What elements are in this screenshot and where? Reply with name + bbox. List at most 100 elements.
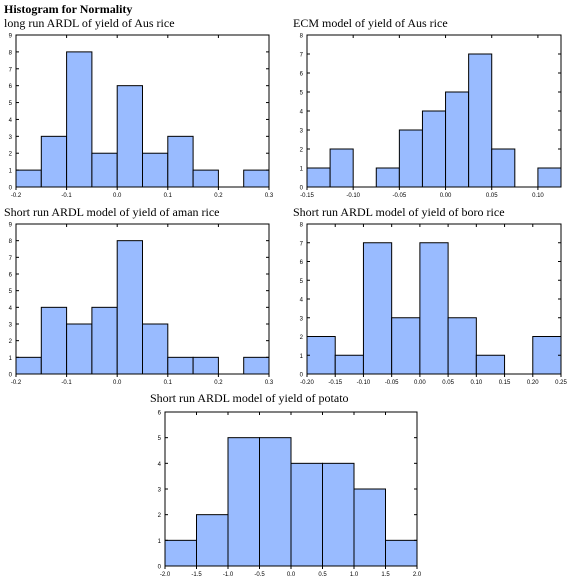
- x-tick-label: 0.2: [214, 380, 223, 386]
- histogram-bar: [116, 240, 143, 375]
- x-tick-label: 0.05: [442, 380, 454, 386]
- x-tick-label: -2.0: [160, 572, 171, 578]
- x-tick-label: -0.10: [346, 193, 360, 199]
- y-tick-label: 0: [300, 373, 304, 379]
- y-tick-label: 0: [158, 565, 162, 571]
- y-tick-label: 5: [300, 91, 304, 97]
- chart-title-aus-long-run: long run ARDL of yield of Aus rice: [4, 16, 175, 30]
- histogram-bar: [306, 167, 331, 188]
- y-tick-label: 3: [9, 323, 13, 329]
- y-tick-label: 2: [300, 335, 304, 341]
- histogram-bar: [491, 148, 516, 188]
- y-tick-label: 3: [158, 488, 162, 494]
- histogram-bar: [243, 356, 270, 375]
- histogram-bar: [40, 306, 68, 375]
- y-tick-label: 5: [158, 436, 162, 442]
- histogram-bar: [468, 53, 493, 188]
- histogram-bar: [421, 110, 447, 188]
- y-tick-label: 5: [300, 279, 304, 285]
- histogram-bar: [142, 152, 169, 188]
- histogram-bar: [40, 135, 68, 188]
- histogram-bar: [227, 437, 260, 567]
- x-tick-label: 1.0: [350, 572, 359, 578]
- x-tick-label: -1.5: [191, 572, 202, 578]
- histogram-bar: [192, 356, 219, 375]
- histogram-bar: [362, 242, 393, 375]
- histogram-bar: [66, 323, 93, 375]
- histogram-bar: [398, 129, 423, 188]
- x-tick-label: 0.0: [113, 193, 122, 199]
- y-tick-label: 4: [9, 118, 13, 124]
- x-tick-label: 0.25: [555, 380, 567, 386]
- y-tick-label: 6: [300, 260, 304, 266]
- chart-title-aus-ecm: ECM model of yield of Aus rice: [293, 16, 448, 30]
- x-tick-label: -1.0: [223, 572, 234, 578]
- x-tick-label: -0.20: [300, 380, 314, 386]
- x-tick-label: -0.15: [300, 193, 314, 199]
- chart-title-aman-short-run: Short run ARDL model of yield of aman ri…: [4, 205, 220, 219]
- y-tick-label: 6: [9, 84, 13, 90]
- x-tick-label: 0.10: [532, 193, 544, 199]
- histogram-bar: [475, 354, 506, 375]
- y-tick-label: 3: [300, 316, 304, 322]
- y-tick-label: 6: [158, 411, 162, 417]
- histogram-aus-ecm: 0 1 2 3 4 5 6 7 8 -0.15 -0.10 -0.05 0.00 0.05 0.10: [300, 34, 562, 199]
- y-tick-label: 2: [158, 513, 162, 519]
- y-tick-label: 7: [9, 256, 13, 262]
- y-tick-label: 4: [300, 298, 304, 304]
- histogram-boro-short-run: 0 1 2 3 4 5 6 7 8 -0.20 -0.15 -0.10 -0.05 0.00 0.05 0.1…: [300, 223, 568, 387]
- histogram-bar: [192, 169, 219, 188]
- x-tick-label: 0.1: [164, 380, 173, 386]
- histogram-bar: [167, 356, 194, 375]
- x-tick-label: 2.0: [413, 572, 422, 578]
- x-tick-label: -0.1: [61, 193, 72, 199]
- figure-heading: Histogram for Normality: [4, 2, 133, 16]
- y-tick-label: 2: [9, 152, 13, 158]
- y-tick-label: 7: [9, 67, 13, 73]
- x-tick-label: -0.05: [385, 380, 399, 386]
- histogram-bar: [334, 354, 364, 375]
- histogram-bar: [243, 169, 270, 188]
- y-tick-label: 1: [158, 539, 162, 545]
- x-tick-label: 0.1: [164, 193, 173, 199]
- x-tick-label: 1.5: [381, 572, 390, 578]
- x-tick-label: 0.5: [318, 572, 327, 578]
- y-tick-label: 0: [9, 373, 13, 379]
- y-tick-label: 2: [9, 339, 13, 345]
- x-tick-label: -0.10: [357, 380, 371, 386]
- y-tick-label: 5: [9, 289, 13, 295]
- histogram-bar: [391, 317, 421, 375]
- y-tick-label: 7: [300, 53, 304, 59]
- y-tick-label: 9: [9, 34, 13, 40]
- y-tick-label: 1: [9, 356, 13, 362]
- y-tick-label: 4: [158, 462, 162, 468]
- x-tick-label: 0.00: [414, 380, 426, 386]
- y-tick-label: 6: [9, 273, 13, 279]
- y-tick-label: 9: [9, 223, 13, 229]
- x-tick-label: 0.05: [486, 193, 498, 199]
- histogram-bar: [322, 462, 355, 567]
- x-tick-label: -0.2: [11, 193, 22, 199]
- histogram-bar: [329, 148, 354, 188]
- histogram-bar: [532, 336, 562, 375]
- x-tick-label: 0.20: [527, 380, 539, 386]
- x-tick-label: 0.00: [440, 193, 452, 199]
- y-tick-label: 0: [300, 186, 304, 192]
- y-tick-label: 1: [300, 354, 304, 360]
- x-tick-label: 0.2: [214, 193, 223, 199]
- x-tick-label: -0.2: [11, 380, 22, 386]
- y-tick-label: 3: [300, 129, 304, 135]
- y-tick-label: 3: [9, 135, 13, 141]
- histogram-bar: [91, 152, 118, 188]
- histogram-bar: [142, 323, 169, 375]
- x-tick-label: 0.3: [265, 193, 274, 199]
- x-tick-label: -0.05: [393, 193, 407, 199]
- x-tick-label: 0.0: [287, 572, 296, 578]
- histogram-bar: [447, 317, 477, 375]
- histogram-potato-short-run: 0 1 2 3 4 5 6 -2.0 -1.5 -1.0 -0.5 0.0 0.5 1.0 1.5 2.0: [158, 411, 422, 579]
- x-tick-label: 0.3: [265, 380, 274, 386]
- histogram-aus-long-run: 0 1 2 3 4 5 6 7 8 9 -0.2 -0.1 0.0 0.1 0.2 0.3: [9, 34, 274, 200]
- histogram-bar: [15, 356, 42, 375]
- histogram-aman-short-run: 0 1 2 3 4 5 6 7 8 9 -0.2 -0.1 0.0 0.1 0.2 0.3: [9, 223, 274, 387]
- histogram-bar: [91, 306, 118, 375]
